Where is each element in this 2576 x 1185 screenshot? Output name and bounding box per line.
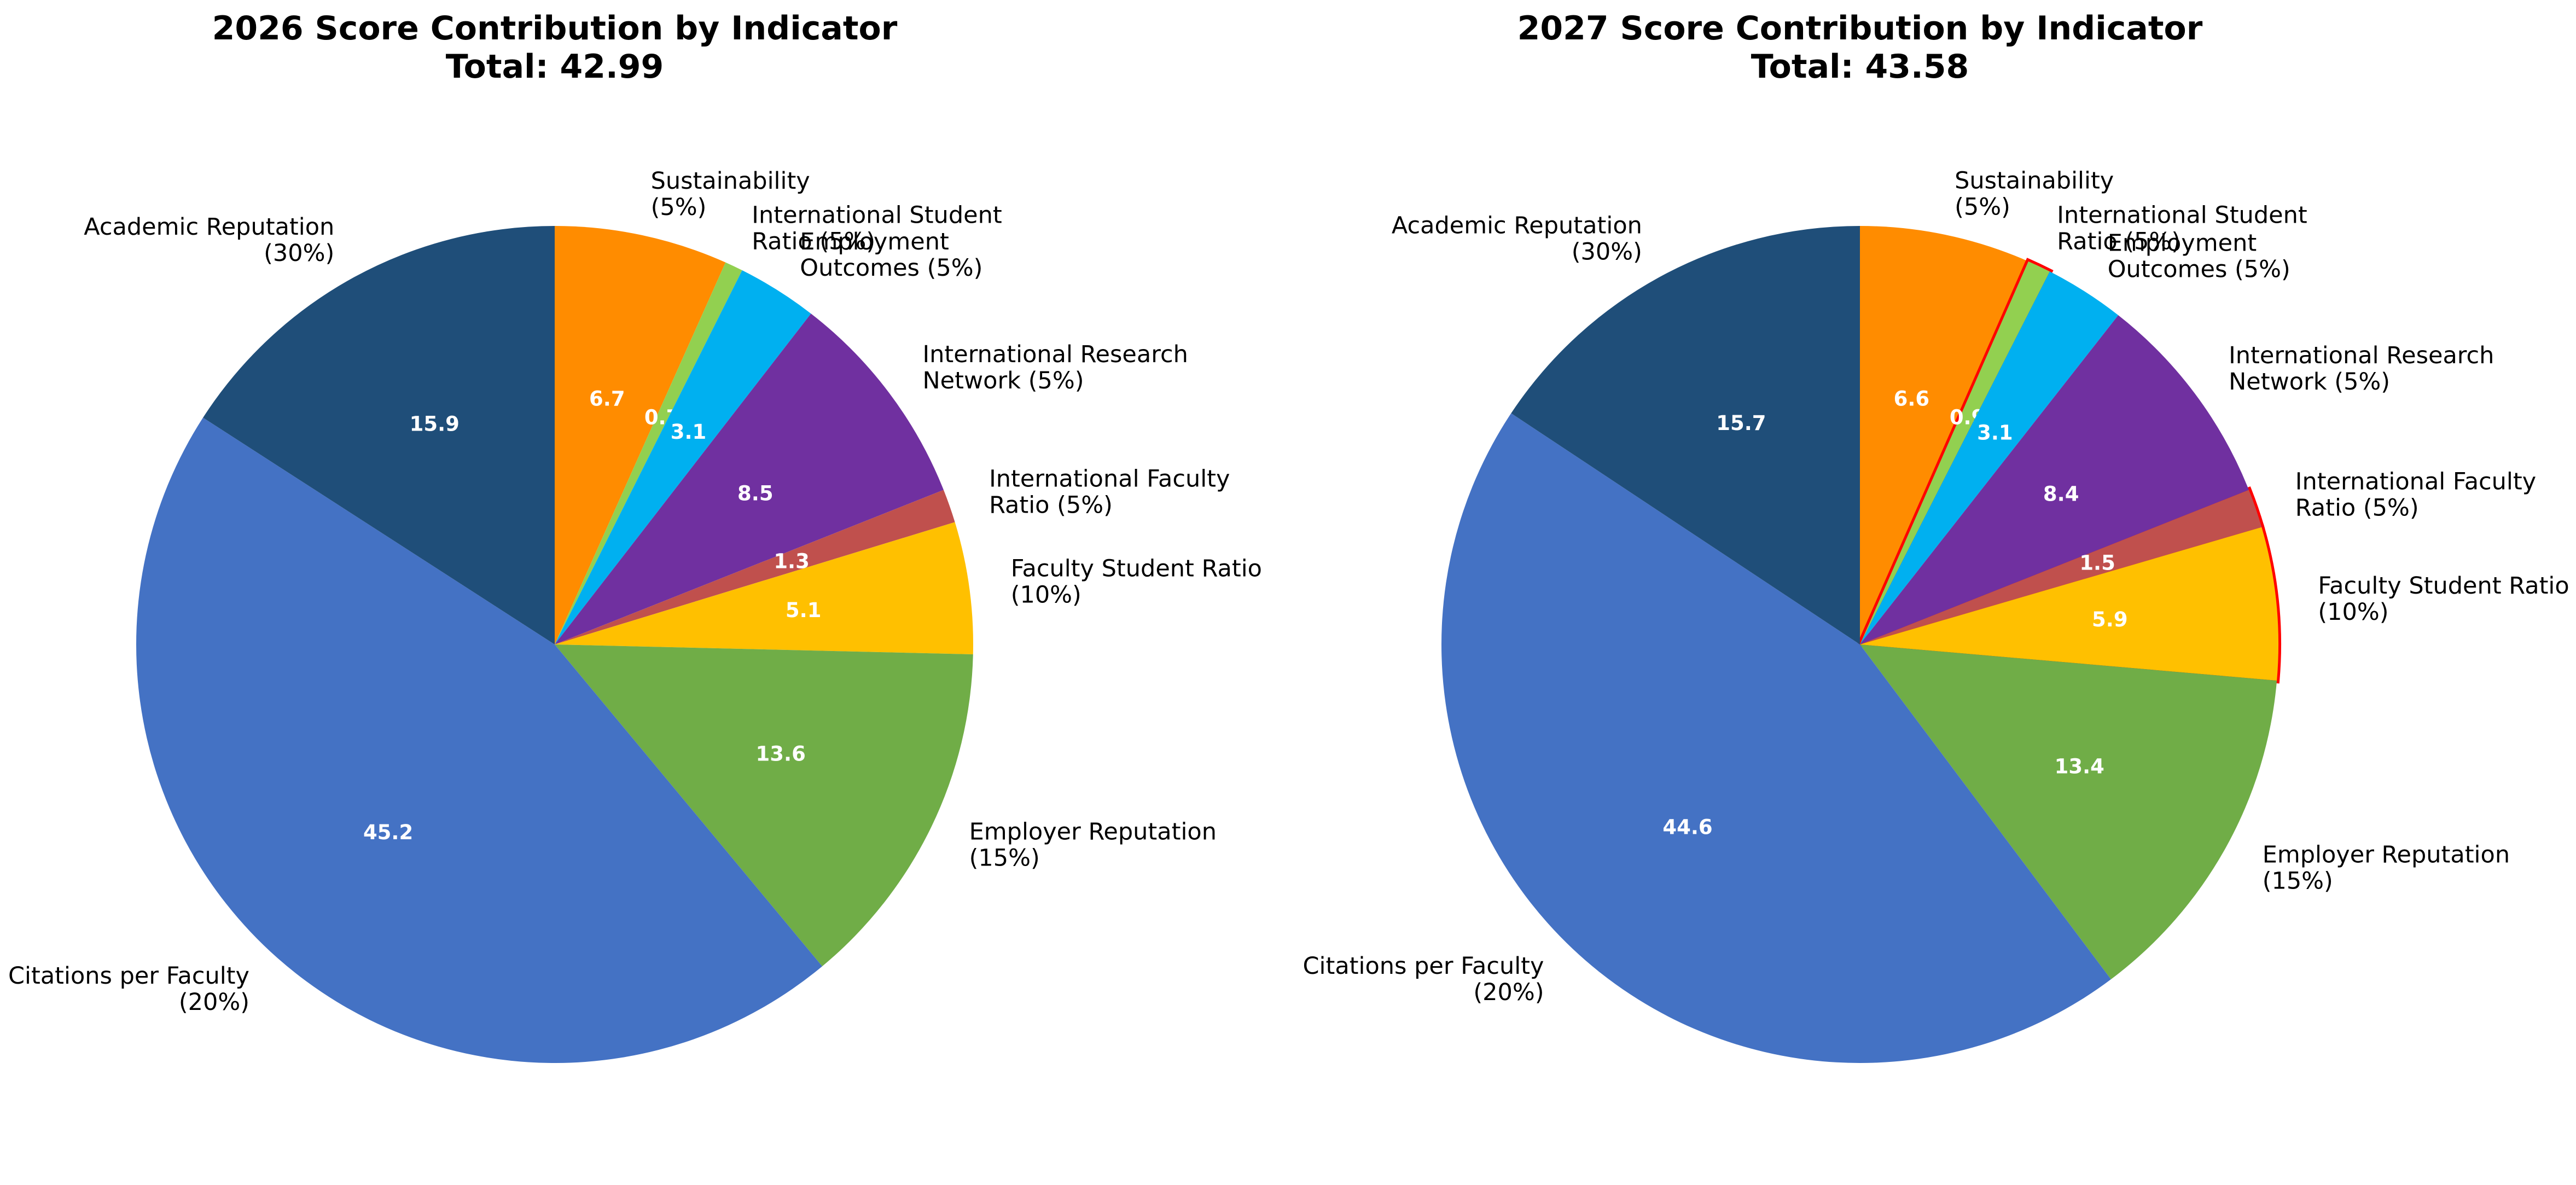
category-label-employer-reputation-15-line2: (15%) bbox=[2263, 868, 2333, 895]
slice-international-student-ratio-5 bbox=[1860, 261, 2050, 645]
category-label-employment-outcomes-5-line2: Outcomes (5%) bbox=[2108, 256, 2290, 283]
category-label-employer-reputation-15-line2: (15%) bbox=[969, 844, 1040, 872]
slice-employment-outcomes-5 bbox=[1860, 271, 2119, 645]
pie-labels: Sustainability(5%) International StudentR… bbox=[1302, 167, 2569, 1007]
slice-sustainability-5 bbox=[555, 226, 726, 644]
slice-employment-outcomes-5 bbox=[555, 270, 811, 644]
value-label-international-faculty-ratio-5: 1.5 bbox=[2079, 551, 2115, 574]
category-label-academic-reputation-30-line1: Academic Reputation bbox=[84, 213, 334, 241]
value-label-employer-reputation-15: 13.4 bbox=[2055, 754, 2104, 778]
pie-slices: 6.60.93.18.41.55.913.444.615.7 bbox=[1441, 226, 2281, 1063]
slice-employer-reputation-15 bbox=[1860, 644, 2277, 980]
category-label-sustainability-5-line2: (5%) bbox=[651, 194, 707, 221]
slice-sustainability-5 bbox=[1860, 226, 2028, 644]
value-label-sustainability-5: 6.6 bbox=[1894, 387, 1930, 410]
pie-chart-2027: 2027 Score Contribution by Indicator Tot… bbox=[1302, 9, 2569, 1063]
category-label-international-faculty-ratio-5-line2: Ratio (5%) bbox=[2295, 494, 2419, 521]
slice-international-faculty-ratio-5 bbox=[555, 490, 955, 644]
category-label-faculty-student-ratio-10-line2: (10%) bbox=[1011, 582, 1081, 609]
slice-faculty-student-ratio-10 bbox=[1860, 527, 2278, 681]
category-label-international-research-network-5-line1: International Research bbox=[923, 341, 1188, 368]
category-label-sustainability-5-line1: Sustainability bbox=[1955, 167, 2114, 195]
value-label-faculty-student-ratio-10: 5.9 bbox=[2092, 608, 2128, 631]
category-label-citations-per-faculty-20-line2: (20%) bbox=[179, 989, 249, 1016]
slice-employer-reputation-15 bbox=[555, 644, 973, 967]
category-label-citations-per-faculty-20-line1: Citations per Faculty bbox=[1302, 952, 1544, 980]
pie-chart-2026: 2026 Score Contribution by Indicator Tot… bbox=[8, 9, 1262, 1064]
chart-title-line2: Total: 43.58 bbox=[1751, 48, 1969, 86]
category-label-international-faculty-ratio-5-line2: Ratio (5%) bbox=[989, 491, 1113, 519]
chart-title-line1: 2027 Score Contribution by Indicator bbox=[1517, 9, 2203, 48]
category-label-citations-per-faculty-20-line2: (20%) bbox=[1473, 979, 1544, 1006]
category-label-international-research-network-5-line1: International Research bbox=[2229, 342, 2494, 369]
category-label-employer-reputation-15-line1: Employer Reputation bbox=[2263, 841, 2510, 869]
value-label-citations-per-faculty-20: 44.6 bbox=[1662, 815, 1712, 839]
category-label-international-student-ratio-5-line2: Ratio (5%) bbox=[2057, 228, 2180, 255]
category-label-sustainability-5-line2: (5%) bbox=[1955, 194, 2010, 221]
category-label-faculty-student-ratio-10-line1: Faculty Student Ratio bbox=[1011, 555, 1262, 583]
category-label-faculty-student-ratio-10-line1: Faculty Student Ratio bbox=[2318, 572, 2569, 600]
value-label-employment-outcomes-5: 3.1 bbox=[671, 420, 707, 444]
category-label-employment-outcomes-5-line2: Outcomes (5%) bbox=[800, 254, 982, 282]
value-label-employer-reputation-15: 13.6 bbox=[756, 742, 806, 765]
slice-faculty-student-ratio-10 bbox=[555, 522, 974, 655]
slice-international-research-network-5 bbox=[555, 313, 944, 644]
value-label-sustainability-5: 6.7 bbox=[589, 387, 625, 411]
slice-international-faculty-ratio-5 bbox=[1860, 490, 2262, 644]
category-label-international-research-network-5-line2: Network (5%) bbox=[923, 367, 1084, 394]
category-label-employer-reputation-15-line1: Employer Reputation bbox=[969, 818, 1217, 845]
category-label-academic-reputation-30-line1: Academic Reputation bbox=[1392, 212, 1642, 240]
category-label-faculty-student-ratio-10-line2: (10%) bbox=[2318, 599, 2388, 626]
value-label-international-research-network-5: 8.4 bbox=[2043, 483, 2079, 506]
slice-academic-reputation-30 bbox=[1511, 226, 1860, 644]
value-label-academic-reputation-30: 15.7 bbox=[1716, 411, 1766, 435]
pie-labels: Sustainability(5%) International StudentR… bbox=[8, 167, 1262, 1016]
category-label-international-student-ratio-5-line1: International Student bbox=[752, 202, 1002, 229]
chart-title-line1: 2026 Score Contribution by Indicator bbox=[212, 9, 898, 48]
value-label-international-research-network-5: 8.5 bbox=[737, 482, 774, 506]
slice-international-student-ratio-5 bbox=[555, 262, 742, 644]
value-label-faculty-student-ratio-10: 5.1 bbox=[786, 599, 822, 622]
category-label-academic-reputation-30-line2: (30%) bbox=[264, 240, 334, 267]
category-label-international-research-network-5-line2: Network (5%) bbox=[2229, 368, 2390, 396]
category-label-employment-outcomes-5-line1: Employment bbox=[2108, 230, 2257, 257]
category-label-international-faculty-ratio-5-line1: International Faculty bbox=[989, 465, 1230, 492]
slice-citations-per-faculty-20 bbox=[136, 417, 823, 1064]
category-label-employment-outcomes-5-line1: Employment bbox=[800, 228, 949, 255]
slice-citations-per-faculty-20 bbox=[1441, 413, 2111, 1063]
slice-international-research-network-5 bbox=[1860, 315, 2249, 644]
slice-academic-reputation-30 bbox=[203, 226, 555, 644]
value-label-citations-per-faculty-20: 45.2 bbox=[363, 821, 413, 844]
category-label-sustainability-5-line1: Sustainability bbox=[651, 167, 810, 195]
value-label-academic-reputation-30: 15.9 bbox=[410, 413, 460, 436]
chart-title-line2: Total: 42.99 bbox=[446, 48, 664, 86]
pie-slices: 6.70.73.18.51.35.113.645.215.9 bbox=[136, 226, 974, 1064]
value-label-employment-outcomes-5: 3.1 bbox=[1977, 421, 2013, 445]
category-label-international-faculty-ratio-5-line1: International Faculty bbox=[2295, 468, 2536, 495]
category-label-citations-per-faculty-20-line1: Citations per Faculty bbox=[8, 962, 249, 990]
category-label-academic-reputation-30-line2: (30%) bbox=[1572, 239, 1642, 266]
category-label-international-student-ratio-5-line1: International Student bbox=[2057, 202, 2307, 229]
category-label-international-student-ratio-5-line2: Ratio (5%) bbox=[752, 228, 875, 255]
